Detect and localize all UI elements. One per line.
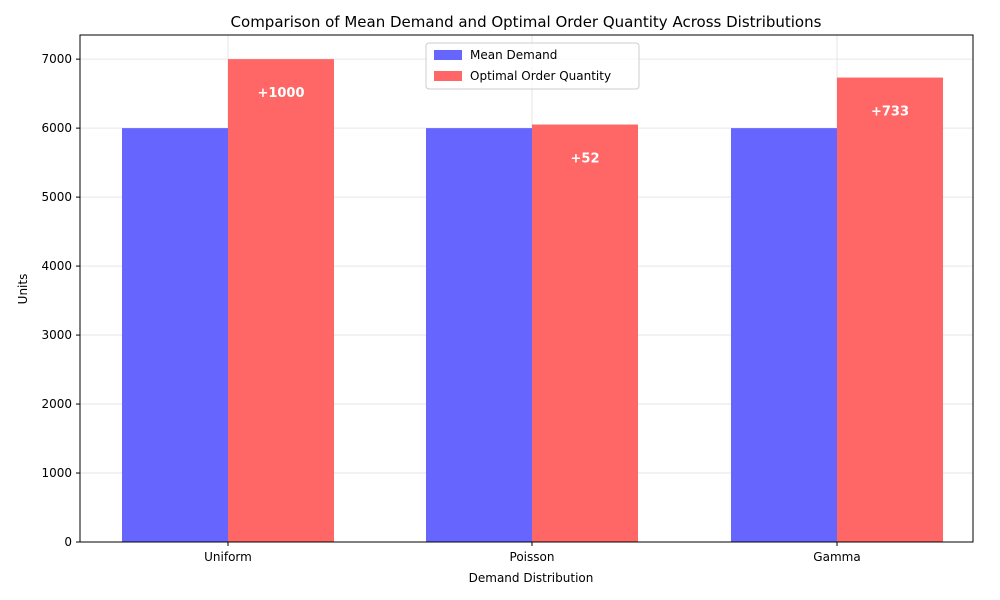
bar-optimal-order-quantity-uniform xyxy=(228,59,334,543)
chart-title: Comparison of Mean Demand and Optimal Or… xyxy=(231,13,822,31)
y-tick-label: 4000 xyxy=(41,259,72,273)
legend-swatch-mean-demand xyxy=(434,50,462,60)
bar-mean-demand-gamma xyxy=(731,128,837,543)
bar-labels: +1000 +52 +733 xyxy=(257,86,909,166)
bar-difference-label: +1000 xyxy=(257,86,304,101)
legend-box xyxy=(425,42,640,90)
x-axis: Uniform Poisson Gamma xyxy=(204,542,861,564)
bar-difference-label: +733 xyxy=(871,105,909,120)
x-tick-label: Poisson xyxy=(510,550,555,564)
bar-mean-demand-uniform xyxy=(122,128,228,543)
legend-swatch-optimal-order-quantity xyxy=(434,71,462,81)
y-tick-label: 7000 xyxy=(41,52,72,66)
legend: Mean Demand Optimal Order Quantity xyxy=(425,42,640,90)
y-tick-label: 1000 xyxy=(41,466,72,480)
y-tick-label: 0 xyxy=(64,535,72,549)
y-axis-title: Units xyxy=(16,274,30,305)
bar-mean-demand-poisson xyxy=(426,128,532,543)
plot-frame xyxy=(79,34,974,543)
legend-label-mean-demand: Mean Demand xyxy=(470,48,557,62)
y-tick-label: 5000 xyxy=(41,190,72,204)
bar-optimal-order-quantity-gamma xyxy=(837,77,943,542)
y-axis: 0 1000 2000 3000 4000 5000 6000 7000 xyxy=(41,52,80,549)
bars xyxy=(122,59,943,543)
legend-label-optimal-order-quantity: Optimal Order Quantity xyxy=(470,69,611,83)
y-tick-label: 2000 xyxy=(41,397,72,411)
bar-optimal-order-quantity-poisson xyxy=(532,124,638,542)
bar-difference-label: +52 xyxy=(571,152,600,167)
x-tick-label: Gamma xyxy=(813,550,860,564)
y-tick-label: 3000 xyxy=(41,328,72,342)
y-tick-label: 6000 xyxy=(41,121,72,135)
x-tick-label: Uniform xyxy=(204,550,252,564)
x-axis-title: Demand Distribution xyxy=(469,571,594,585)
